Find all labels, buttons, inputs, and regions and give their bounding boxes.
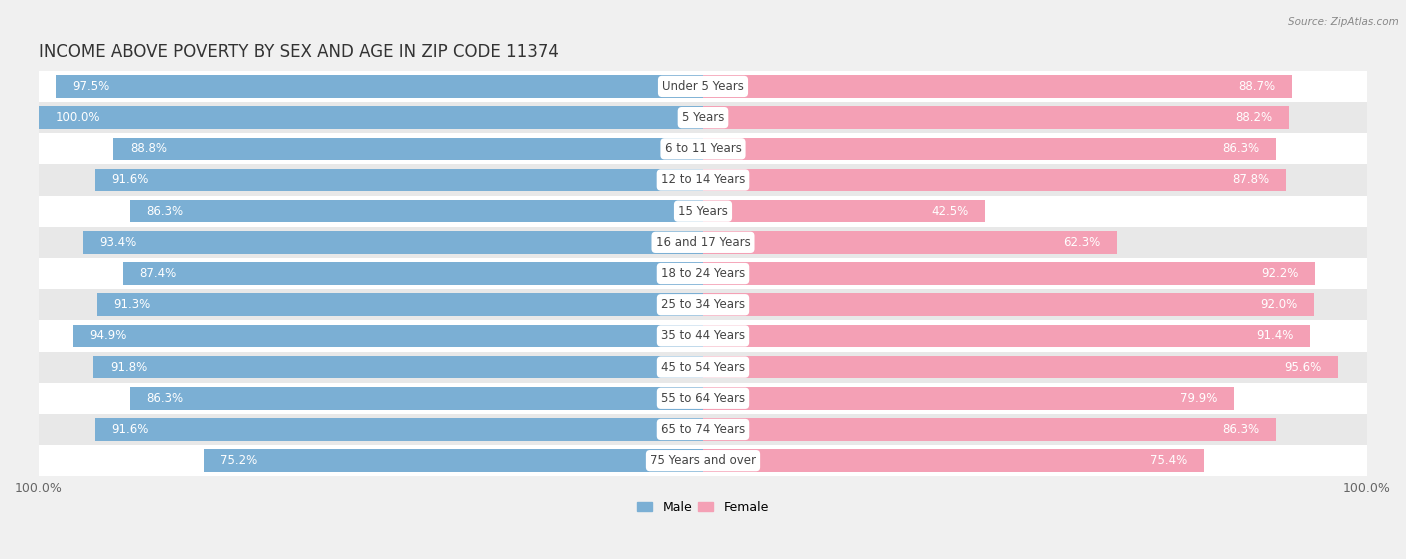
Text: 87.8%: 87.8% [1232, 173, 1270, 187]
Text: 92.0%: 92.0% [1260, 298, 1298, 311]
Text: 35 to 44 Years: 35 to 44 Years [661, 329, 745, 343]
Bar [39, 445, 1367, 476]
Text: 65 to 74 Years: 65 to 74 Years [661, 423, 745, 436]
Bar [39, 289, 1367, 320]
Text: 5 Years: 5 Years [682, 111, 724, 124]
Bar [39, 196, 1367, 227]
Text: 97.5%: 97.5% [72, 80, 110, 93]
Bar [39, 106, 703, 129]
Text: 62.3%: 62.3% [1063, 236, 1099, 249]
Bar [94, 418, 703, 440]
Bar [73, 325, 703, 347]
Text: 18 to 24 Years: 18 to 24 Years [661, 267, 745, 280]
Bar [39, 71, 1367, 102]
Text: 75 Years and over: 75 Years and over [650, 454, 756, 467]
Text: 15 Years: 15 Years [678, 205, 728, 217]
Bar [703, 418, 1277, 440]
Bar [703, 293, 1315, 316]
Bar [39, 133, 1367, 164]
Bar [703, 231, 1116, 254]
Bar [39, 258, 1367, 289]
Bar [703, 138, 1277, 160]
Bar [703, 106, 1289, 129]
Bar [703, 169, 1286, 191]
Bar [97, 293, 703, 316]
Text: 75.2%: 75.2% [221, 454, 257, 467]
Text: 86.3%: 86.3% [146, 392, 184, 405]
Bar [39, 320, 1367, 352]
Text: 86.3%: 86.3% [146, 205, 184, 217]
Bar [129, 200, 703, 222]
Text: 91.6%: 91.6% [111, 173, 149, 187]
Text: 25 to 34 Years: 25 to 34 Years [661, 298, 745, 311]
Bar [703, 387, 1233, 410]
Bar [39, 227, 1367, 258]
Text: 91.4%: 91.4% [1256, 329, 1294, 343]
Text: 55 to 64 Years: 55 to 64 Years [661, 392, 745, 405]
Text: Under 5 Years: Under 5 Years [662, 80, 744, 93]
Bar [39, 352, 1367, 383]
Bar [703, 356, 1339, 378]
Text: 91.8%: 91.8% [110, 361, 148, 373]
Bar [703, 200, 986, 222]
Bar [703, 262, 1315, 285]
Text: 88.8%: 88.8% [129, 143, 167, 155]
Bar [39, 102, 1367, 133]
Bar [204, 449, 703, 472]
Text: 6 to 11 Years: 6 to 11 Years [665, 143, 741, 155]
Text: 95.6%: 95.6% [1284, 361, 1322, 373]
Text: 92.2%: 92.2% [1261, 267, 1299, 280]
Text: 91.3%: 91.3% [114, 298, 150, 311]
Text: 88.2%: 88.2% [1234, 111, 1272, 124]
Text: 91.6%: 91.6% [111, 423, 149, 436]
Bar [39, 383, 1367, 414]
Text: INCOME ABOVE POVERTY BY SEX AND AGE IN ZIP CODE 11374: INCOME ABOVE POVERTY BY SEX AND AGE IN Z… [39, 43, 558, 61]
Bar [83, 231, 703, 254]
Text: 94.9%: 94.9% [90, 329, 127, 343]
Text: 12 to 14 Years: 12 to 14 Years [661, 173, 745, 187]
Text: 93.4%: 93.4% [100, 236, 136, 249]
Bar [93, 356, 703, 378]
Bar [703, 75, 1292, 98]
Text: 16 and 17 Years: 16 and 17 Years [655, 236, 751, 249]
Text: 87.4%: 87.4% [139, 267, 177, 280]
Text: 88.7%: 88.7% [1239, 80, 1275, 93]
Text: 79.9%: 79.9% [1180, 392, 1218, 405]
Bar [39, 414, 1367, 445]
Bar [703, 325, 1310, 347]
Bar [56, 75, 703, 98]
Bar [129, 387, 703, 410]
Text: 45 to 54 Years: 45 to 54 Years [661, 361, 745, 373]
Bar [114, 138, 703, 160]
Text: Source: ZipAtlas.com: Source: ZipAtlas.com [1288, 17, 1399, 27]
Text: 86.3%: 86.3% [1222, 143, 1260, 155]
Bar [703, 449, 1204, 472]
Text: 42.5%: 42.5% [931, 205, 969, 217]
Text: 100.0%: 100.0% [56, 111, 100, 124]
Bar [39, 164, 1367, 196]
Text: 75.4%: 75.4% [1150, 454, 1187, 467]
Bar [94, 169, 703, 191]
Legend: Male, Female: Male, Female [633, 496, 773, 519]
Bar [122, 262, 703, 285]
Text: 86.3%: 86.3% [1222, 423, 1260, 436]
